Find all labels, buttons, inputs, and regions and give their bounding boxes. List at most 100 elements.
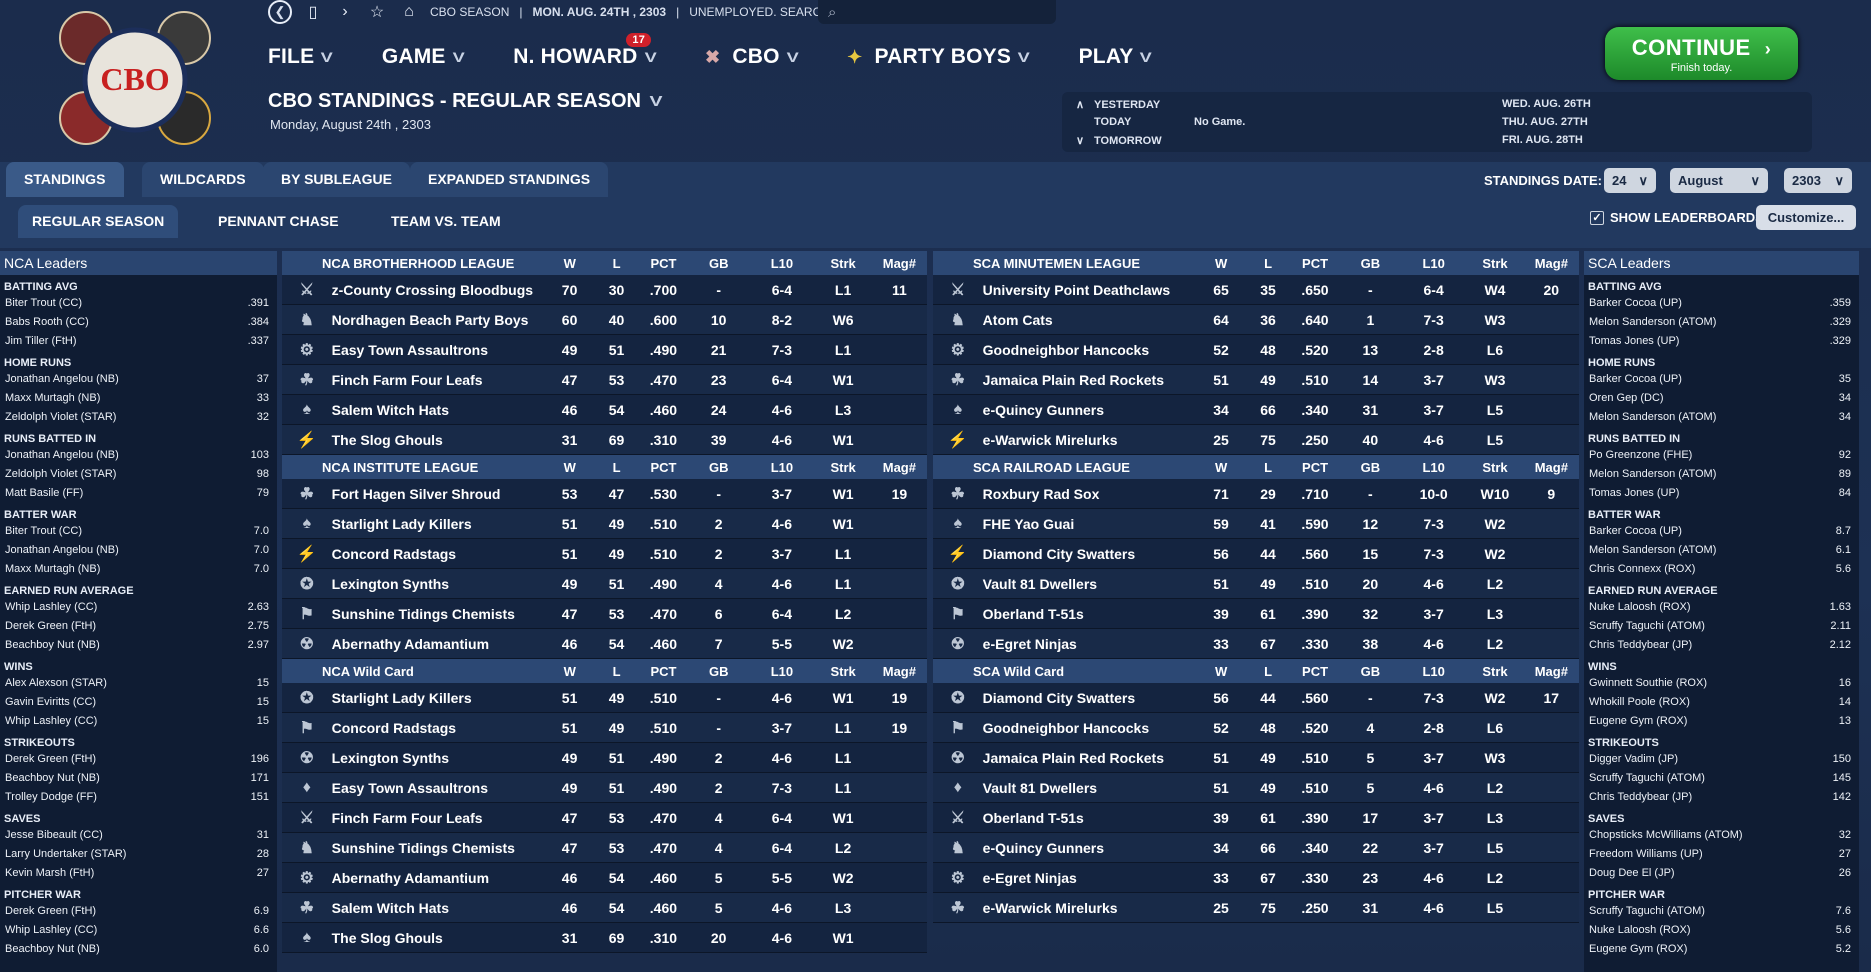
team-row[interactable]: ☘ Fort Hagen Silver Shroud 53 47 .530 - 3-7 W1 1…	[282, 479, 927, 509]
team-name[interactable]: Salem Witch Hats	[331, 401, 449, 418]
leader-row[interactable]: Beachboy Nut (NB) 2.97	[0, 636, 277, 655]
nav-league[interactable]: ✖ CBO V	[705, 45, 798, 69]
team-name[interactable]: e-Quincy Gunners	[982, 839, 1105, 856]
leader-row[interactable]: Eugene Gym (ROX) 5.2	[1584, 940, 1859, 959]
yesterday-row[interactable]: ∧ YESTERDAY	[1076, 98, 1160, 111]
column-header-streak[interactable]: Strk	[1482, 255, 1508, 271]
leader-row[interactable]: Freedom Williams (UP) 27	[1584, 845, 1859, 864]
section-title[interactable]: NCA Wild Card	[322, 663, 414, 679]
column-header-magic-number[interactable]: Mag#	[882, 255, 916, 271]
leader-row[interactable]: Jonathan Angelou (NB) 37	[0, 370, 277, 389]
section-title[interactable]: SCA Wild Card	[973, 663, 1065, 679]
leader-row[interactable]: Gavin Eviritts (CC) 15	[0, 693, 277, 712]
column-header-last-ten[interactable]: L10	[770, 459, 794, 475]
column-header-wins[interactable]: W	[563, 459, 576, 475]
column-header-streak[interactable]: Strk	[830, 459, 856, 475]
team-row[interactable]: ⚙ Easy Town Assaultrons 49 51 .490 21 7-3 L1	[282, 335, 927, 365]
leader-row[interactable]: Alex Alexson (STAR) 15	[0, 674, 277, 693]
team-row[interactable]: ⚙ Abernathy Adamantium 46 54 .460 5 5-5 W2	[282, 863, 927, 893]
team-row[interactable]: ⚑ Goodneighbor Hancocks 52 48 .520 4 2-8 L6	[933, 713, 1579, 743]
column-header-games-back[interactable]: GB	[1360, 663, 1381, 679]
search-box[interactable]: ⌕	[818, 0, 1056, 24]
continue-button[interactable]: CONTINUE › Finish today.	[1605, 27, 1798, 80]
leader-row[interactable]: Chopsticks McWilliams (ATOM) 32	[1584, 826, 1859, 845]
column-header-pct[interactable]: PCT	[650, 663, 677, 679]
team-name[interactable]: Lexington Synths	[331, 749, 450, 766]
column-header-losses[interactable]: L	[1264, 663, 1273, 679]
leader-row[interactable]: Tomas Jones (UP) .329	[1584, 332, 1859, 351]
leader-row[interactable]: Melon Sanderson (ATOM) .329	[1584, 313, 1859, 332]
month-dropdown[interactable]: August ∨	[1670, 168, 1768, 193]
column-header-wins[interactable]: W	[1214, 663, 1228, 679]
team-name[interactable]: Goodneighbor Hancocks	[982, 719, 1150, 736]
column-header-wins[interactable]: W	[563, 255, 576, 271]
column-header-losses[interactable]: L	[612, 255, 621, 271]
chevron-right-icon[interactable]: ›	[342, 3, 348, 20]
team-name[interactable]: e-Egret Ninjas	[982, 869, 1077, 886]
team-name[interactable]: Abernathy Adamantium	[331, 635, 490, 652]
team-row[interactable]: ⚔ z-County Crossing Bloodbugs 70 30 .700 - 6-4…	[282, 275, 927, 305]
column-header-losses[interactable]: L	[612, 663, 621, 679]
team-name[interactable]: Oberland T-51s	[982, 809, 1084, 826]
leader-row[interactable]: Trolley Dodge (FF) 151	[0, 788, 277, 807]
leader-row[interactable]: Jonathan Angelou (NB) 7.0	[0, 541, 277, 560]
leader-row[interactable]: Larry Undertaker (STAR) 28	[0, 845, 277, 864]
leader-row[interactable]: Scruffy Taguchi (ATOM) 7.6	[1584, 902, 1859, 921]
team-row[interactable]: ♠ FHE Yao Guai 59 41 .590 12 7-3 W2	[933, 509, 1579, 539]
leader-row[interactable]: Whokill Poole (ROX) 14	[1584, 693, 1859, 712]
team-row[interactable]: ⚔ Oberland T-51s 39 61 .390 17 3-7 L3	[933, 803, 1579, 833]
column-header-magic-number[interactable]: Mag#	[1534, 255, 1568, 271]
leader-row[interactable]: Eugene Gym (ROX) 13	[1584, 712, 1859, 731]
team-name[interactable]: University Point Deathclaws	[982, 281, 1171, 298]
leader-row[interactable]: Whip Lashley (CC) 15	[0, 712, 277, 731]
team-name[interactable]: Jamaica Plain Red Rockets	[982, 371, 1164, 388]
column-header-losses[interactable]: L	[1264, 255, 1273, 271]
section-title[interactable]: SCA RAILROAD LEAGUE	[973, 459, 1130, 475]
leader-row[interactable]: Jim Tiller (FtH) .337	[0, 332, 277, 351]
leader-row[interactable]: Gwinnett Southie (ROX) 16	[1584, 674, 1859, 693]
team-name[interactable]: Goodneighbor Hancocks	[982, 341, 1150, 358]
page-title[interactable]: CBO STANDINGS - REGULAR SEASON V	[268, 90, 663, 113]
team-name[interactable]: e-Egret Ninjas	[982, 635, 1077, 652]
leader-row[interactable]: Beachboy Nut (NB) 171	[0, 769, 277, 788]
team-row[interactable]: ♠ Starlight Lady Killers 51 49 .510 2 4-6 W1	[282, 509, 927, 539]
leader-row[interactable]: Babs Rooth (CC) .384	[0, 313, 277, 332]
column-header-losses[interactable]: L	[612, 459, 621, 475]
leader-row[interactable]: Biter Trout (CC) .391	[0, 294, 277, 313]
column-header-magic-number[interactable]: Mag#	[882, 459, 916, 475]
leader-row[interactable]: Nuke Laloosh (ROX) 5.6	[1584, 921, 1859, 940]
team-row[interactable]: ♞ Atom Cats 64 36 .640 1 7-3 W3	[933, 305, 1579, 335]
star-icon[interactable]: ☆	[369, 4, 385, 21]
cbo-league-logo[interactable]: CBO	[50, 8, 220, 148]
team-name[interactable]: e-Warwick Mirelurks	[982, 899, 1118, 916]
team-name[interactable]: Easy Town Assaultrons	[331, 341, 488, 358]
team-name[interactable]: Finch Farm Four Leafs	[331, 371, 483, 388]
leader-row[interactable]: Melon Sanderson (ATOM) 34	[1584, 408, 1859, 427]
team-name[interactable]: Sunshine Tidings Chemists	[331, 605, 515, 622]
leader-row[interactable]: Tomas Jones (UP) 84	[1584, 484, 1859, 503]
team-name[interactable]: z-County Crossing Bloodbugs	[331, 281, 534, 298]
leader-row[interactable]: Nuke Laloosh (ROX) 1.63	[1584, 598, 1859, 617]
column-header-streak[interactable]: Strk	[830, 255, 856, 271]
team-row[interactable]: ☘ e-Warwick Mirelurks 25 75 .250 31 4-6 L5	[933, 893, 1579, 923]
team-row[interactable]: ⚑ Oberland T-51s 39 61 .390 32 3-7 L3	[933, 599, 1579, 629]
leader-row[interactable]: Barker Cocoa (UP) 35	[1584, 370, 1859, 389]
column-header-last-ten[interactable]: L10	[1422, 663, 1445, 679]
team-name[interactable]: Fort Hagen Silver Shroud	[331, 485, 501, 502]
team-name[interactable]: Diamond City Swatters	[982, 689, 1136, 706]
year-dropdown[interactable]: 2303 ∨	[1784, 168, 1852, 193]
leader-row[interactable]: Beachboy Nut (NB) 6.0	[0, 940, 277, 959]
column-header-games-back[interactable]: GB	[1360, 459, 1381, 475]
team-name[interactable]: Roxbury Rad Sox	[982, 485, 1100, 502]
team-row[interactable]: ⚡ Concord Radstags 51 49 .510 2 3-7 L1	[282, 539, 927, 569]
section-title[interactable]: SCA MINUTEMEN LEAGUE	[973, 255, 1141, 271]
team-name[interactable]: FHE Yao Guai	[982, 515, 1075, 532]
team-row[interactable]: ♦ Easy Town Assaultrons 49 51 .490 2 7-3 L1	[282, 773, 927, 803]
leader-row[interactable]: Biter Trout (CC) 7.0	[0, 522, 277, 541]
team-row[interactable]: ♠ The Slog Ghouls 31 69 .310 20 4-6 W1	[282, 923, 927, 953]
leader-row[interactable]: Zeldolph Violet (STAR) 32	[0, 408, 277, 427]
column-header-games-back[interactable]: GB	[708, 459, 729, 475]
tab-standings[interactable]: STANDINGS	[6, 162, 124, 197]
team-name[interactable]: Salem Witch Hats	[331, 899, 449, 916]
team-name[interactable]: Abernathy Adamantium	[331, 869, 490, 886]
